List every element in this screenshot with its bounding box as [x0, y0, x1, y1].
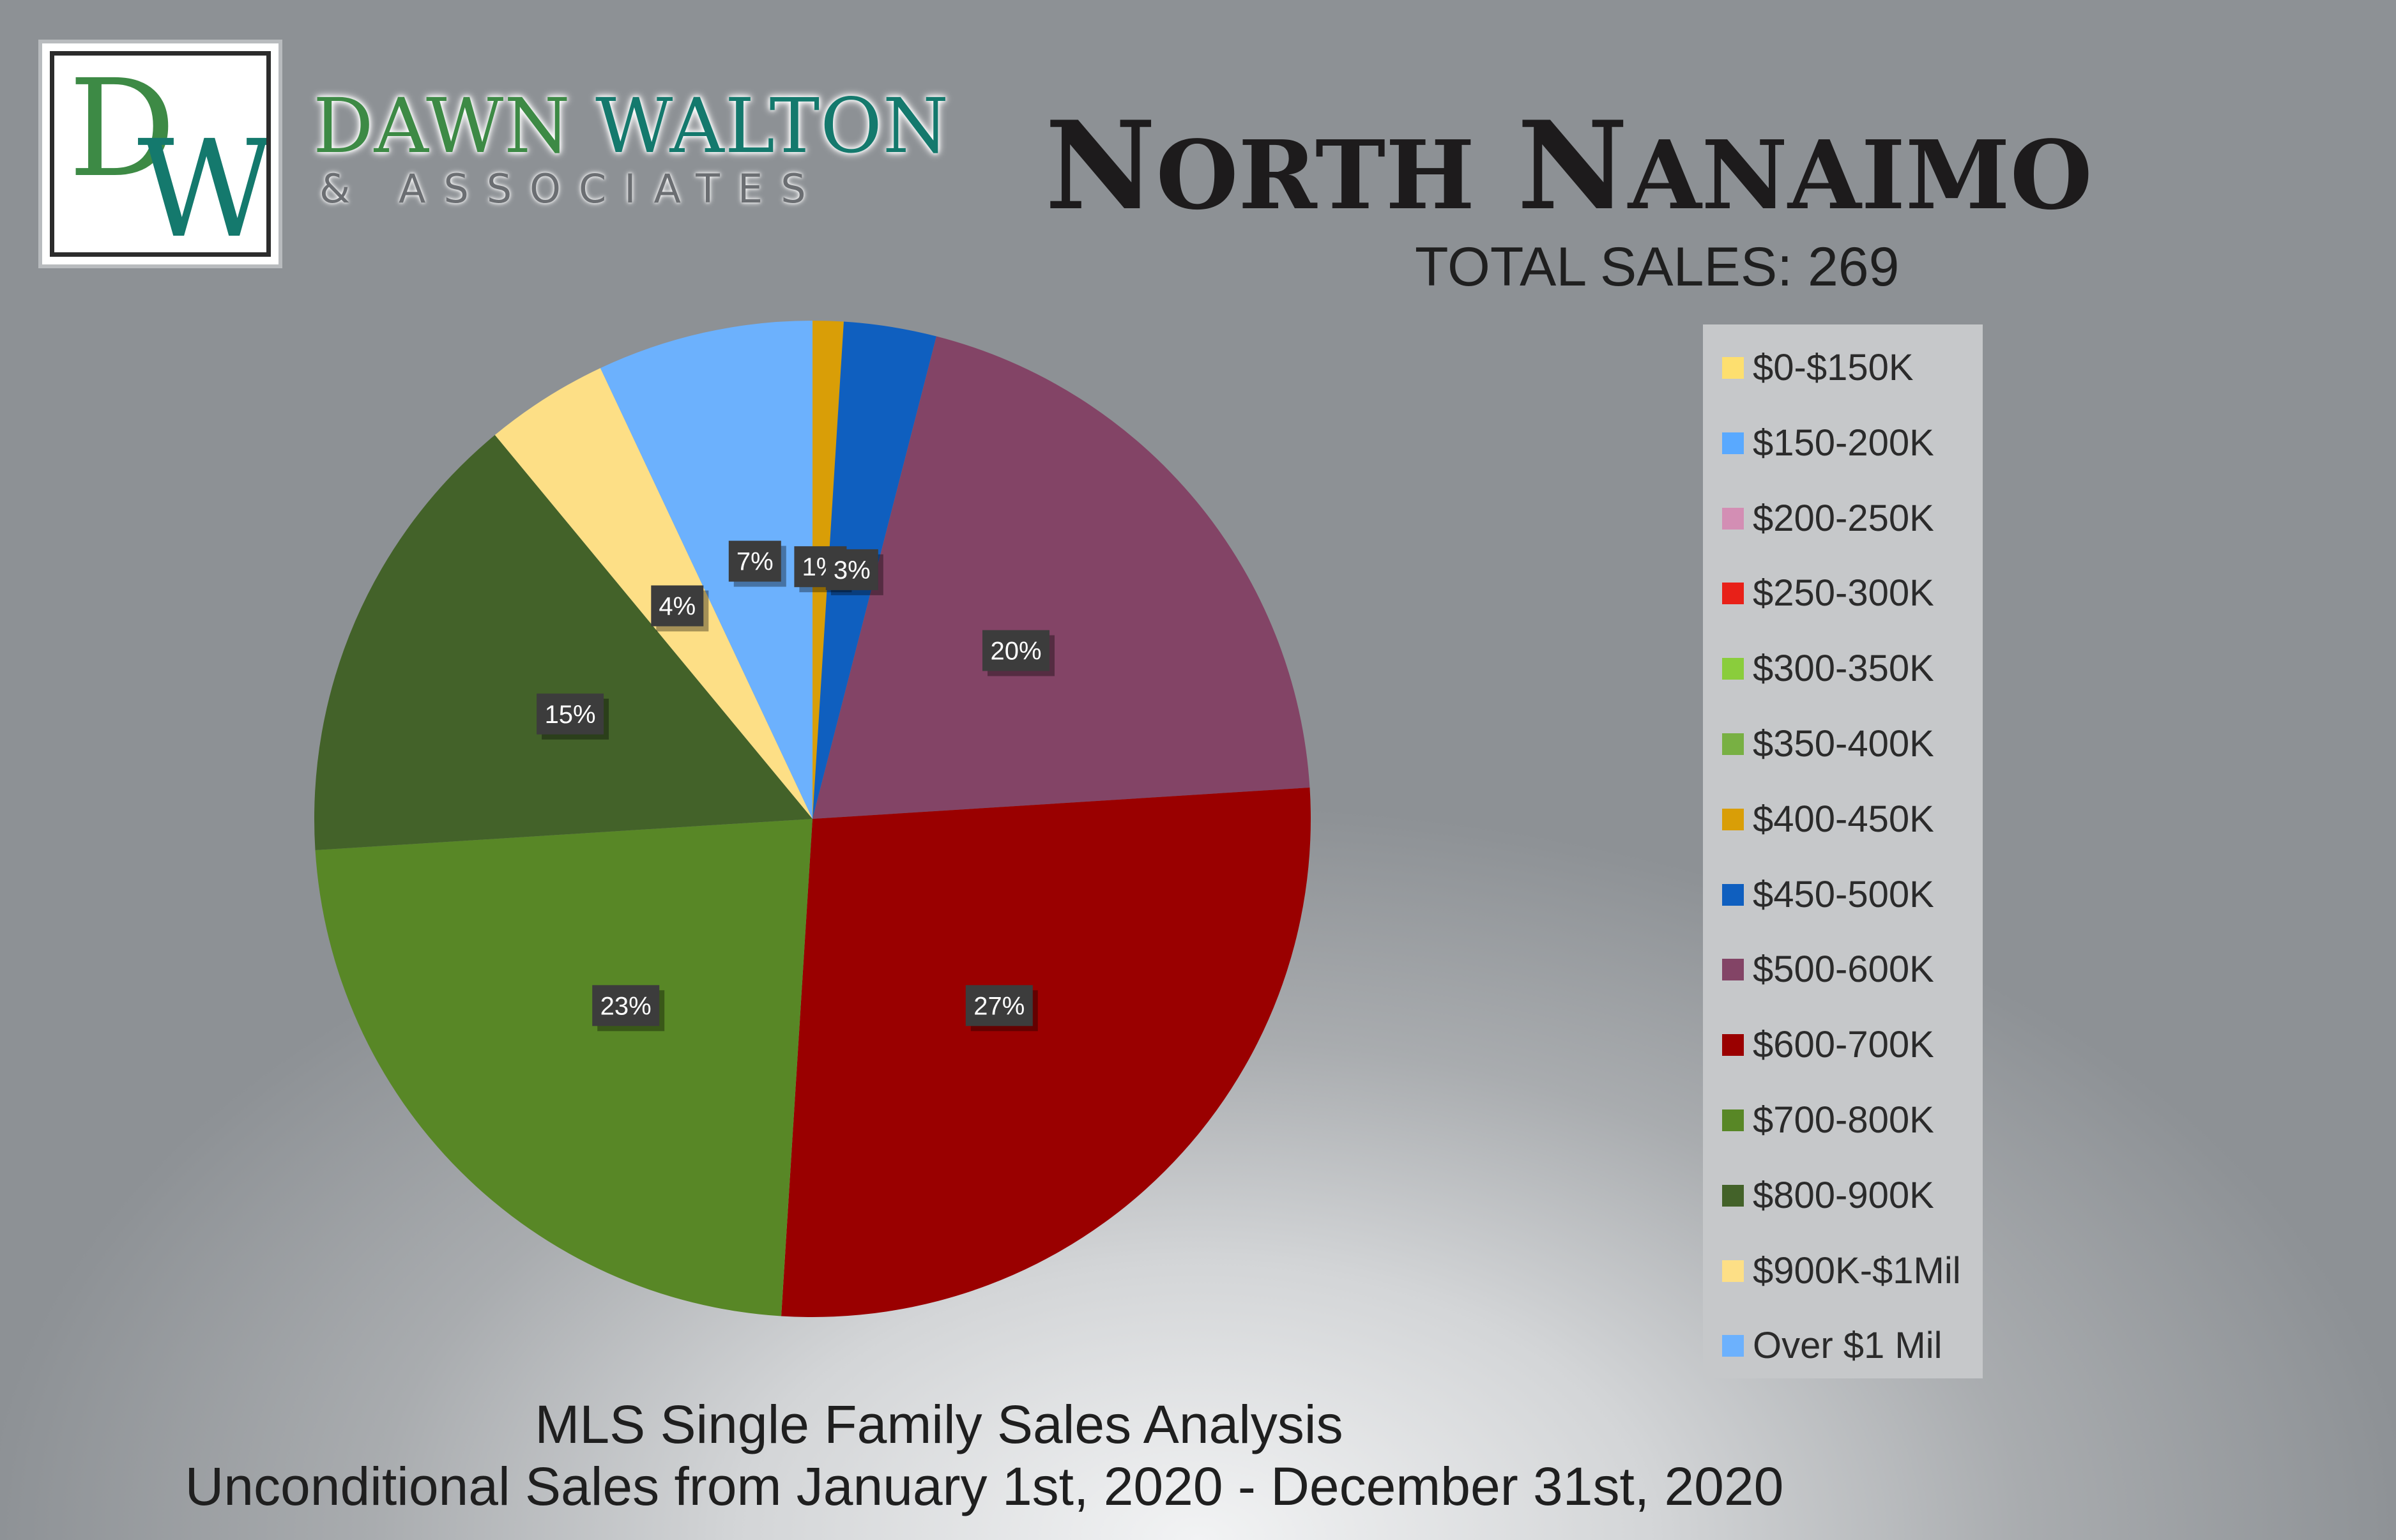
- brand-name: DAWN WALTON: [313, 88, 949, 164]
- brand-logo: D W: [38, 40, 282, 268]
- legend-swatch: [1722, 1109, 1744, 1131]
- svg-text:15%: 15%: [545, 701, 596, 729]
- svg-text:27%: 27%: [973, 992, 1025, 1020]
- legend-item: $150-200K: [1722, 424, 1934, 462]
- legend-swatch: [1722, 357, 1744, 379]
- brand-name-last: WALTON: [595, 82, 950, 170]
- legend-item: $300-350K: [1722, 650, 1934, 688]
- brand-name-first: DAWN: [313, 82, 571, 170]
- pie-slice-10: [315, 819, 813, 1316]
- legend-swatch: [1722, 883, 1744, 906]
- pie-slice-8: [813, 336, 1310, 819]
- legend-label: $250-300K: [1753, 572, 1934, 614]
- pie-slice-13: [600, 321, 813, 819]
- footer-title: MLS Single Family Sales Analysis: [535, 1394, 1343, 1454]
- svg-text:4%: 4%: [659, 593, 696, 621]
- legend-item: $800-900K: [1722, 1177, 1934, 1215]
- data-label-9: 27%: [965, 985, 1038, 1032]
- legend-swatch: [1722, 1335, 1744, 1357]
- pie-slices: [314, 321, 1311, 1317]
- legend-label: Over $1 Mil: [1753, 1325, 1942, 1367]
- legend-label: $350-400K: [1753, 723, 1934, 765]
- data-label-12: 4%: [651, 585, 709, 632]
- data-label-11: 15%: [537, 693, 609, 740]
- page-title-text: NORTH NANAIMO: [1045, 95, 2093, 237]
- legend-item: $600-700K: [1722, 1026, 1934, 1064]
- legend-label: $200-250K: [1753, 497, 1934, 539]
- legend-item: $250-300K: [1722, 574, 1934, 613]
- legend-item: $350-400K: [1722, 725, 1934, 763]
- legend-item: $700-800K: [1722, 1101, 1934, 1140]
- data-label-13: 7%: [728, 540, 786, 587]
- legend-item: $400-450K: [1722, 800, 1934, 839]
- legend-item: $500-600K: [1722, 950, 1934, 989]
- logo-monogram-d: D: [68, 51, 176, 207]
- legend-swatch: [1722, 1034, 1744, 1056]
- legend-label: $600-700K: [1753, 1024, 1934, 1066]
- legend-swatch: [1722, 733, 1744, 755]
- data-label-10: 23%: [592, 985, 665, 1032]
- page-title: NORTH NANAIMO: [1045, 105, 2093, 227]
- legend-swatch: [1722, 583, 1744, 605]
- legend-swatch: [1722, 432, 1744, 454]
- legend-swatch: [1722, 658, 1744, 680]
- legend-item: $450-500K: [1722, 876, 1934, 914]
- legend-swatch: [1722, 808, 1744, 830]
- data-label-7: 3%: [825, 549, 883, 595]
- legend-item: Over $1 Mil: [1722, 1327, 1942, 1365]
- logo-monogram-w: W: [137, 111, 271, 257]
- svg-text:3%: 3%: [834, 556, 871, 584]
- legend-label: $700-800K: [1753, 1099, 1934, 1141]
- legend-label: $400-450K: [1753, 798, 1934, 840]
- data-label-8: 20%: [982, 630, 1055, 676]
- legend-label: $150-200K: [1753, 422, 1934, 464]
- legend-label: $800-900K: [1753, 1174, 1934, 1216]
- legend-label: $500-600K: [1753, 949, 1934, 991]
- legend-swatch: [1722, 1184, 1744, 1207]
- legend-item: $200-250K: [1722, 499, 1934, 538]
- legend-label: $0-$150K: [1753, 347, 1914, 388]
- svg-text:23%: 23%: [600, 992, 652, 1020]
- pie-data-labels: 1%3%20%27%23%15%4%7%: [537, 540, 1055, 1032]
- brand-subtitle: & ASSOCIATES: [319, 165, 824, 212]
- legend-swatch: [1722, 1260, 1744, 1282]
- svg-text:20%: 20%: [990, 637, 1041, 666]
- chart-legend: $0-$150K $150-200K $200-250K $250-300K $300-…: [1703, 324, 1983, 1378]
- legend-label: $300-350K: [1753, 648, 1934, 690]
- legend-item: $0-$150K: [1722, 349, 1914, 387]
- svg-text:7%: 7%: [736, 548, 774, 576]
- total-sales: TOTAL SALES: 269: [1415, 236, 1900, 298]
- legend-label: $900K-$1Mil: [1753, 1249, 1961, 1292]
- legend-item: $900K-$1Mil: [1722, 1252, 1961, 1290]
- footer-date-range: Unconditional Sales from January 1st, 20…: [185, 1456, 1784, 1516]
- legend-label: $450-500K: [1753, 873, 1934, 915]
- logo-monogram-frame: D W: [50, 51, 271, 257]
- pie-slice-9: [781, 788, 1311, 1317]
- pie-slice-11: [314, 435, 813, 850]
- legend-swatch: [1722, 959, 1744, 981]
- legend-swatch: [1722, 507, 1744, 530]
